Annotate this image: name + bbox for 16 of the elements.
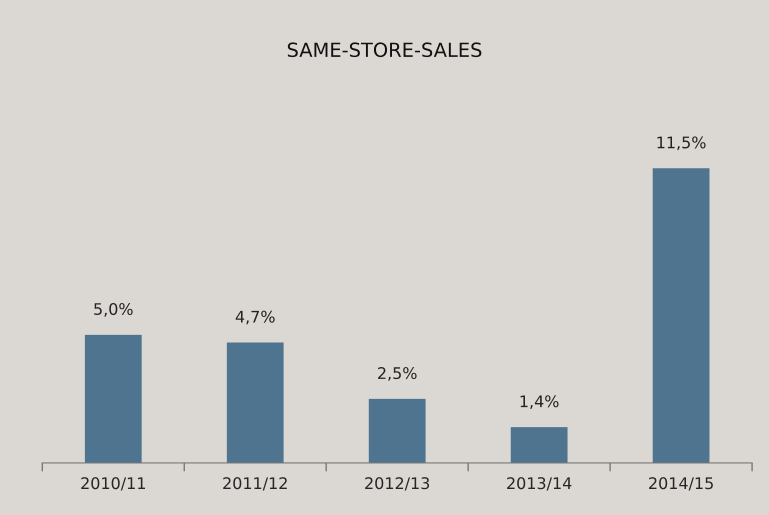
chart-title: SAME-STORE-SALES — [288, 42, 482, 58]
bar — [226, 342, 284, 463]
x-tick-label: 2011/12 — [223, 477, 287, 490]
x-tick-label: 2010/11 — [81, 477, 145, 490]
bar — [84, 334, 142, 463]
bar — [652, 168, 710, 463]
data-label: 11,5% — [657, 136, 706, 150]
x-tick-label: 2014/15 — [649, 477, 713, 490]
x-tick-label: 2013/14 — [507, 477, 572, 490]
x-tick-label: 2012/13 — [365, 477, 430, 490]
bar — [368, 398, 426, 463]
data-label: 2,5% — [378, 367, 417, 381]
data-label: 1,4% — [520, 395, 559, 409]
bar — [510, 427, 568, 463]
data-label: 4,7% — [236, 310, 275, 324]
data-label: 5,0% — [94, 302, 133, 317]
